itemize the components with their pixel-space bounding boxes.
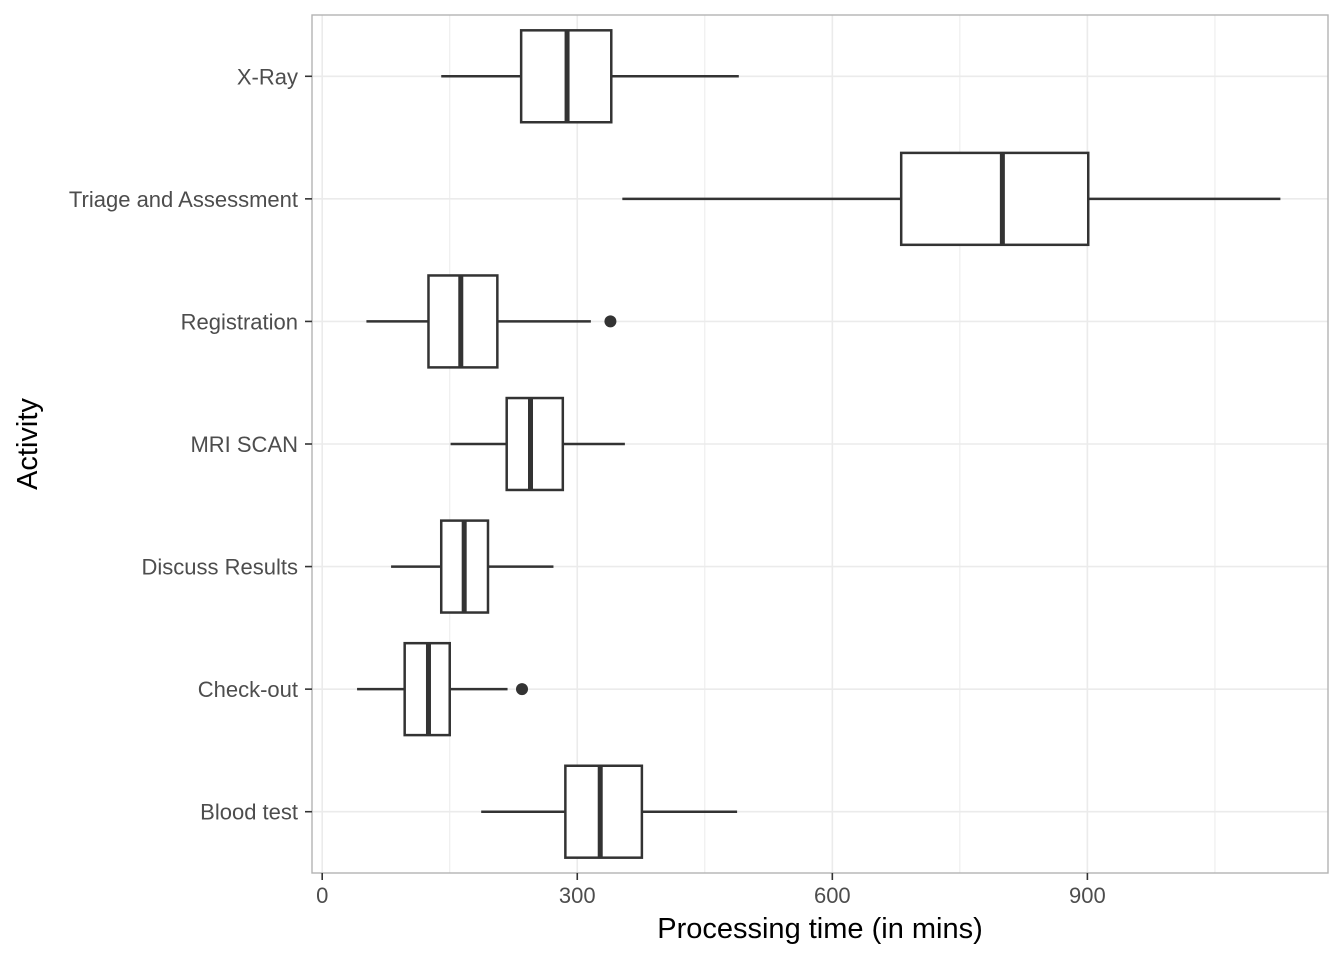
y-tick-label: MRI SCAN (190, 432, 298, 457)
x-tick-label: 300 (559, 883, 596, 908)
y-axis-title: Activity (12, 398, 44, 490)
y-tick-label: Blood test (200, 800, 298, 825)
box-triage-and-assessment (622, 151, 1281, 247)
x-axis-title: Processing time (in mins) (657, 913, 983, 945)
axis-layer: X-Ray Triage and Assessment Registration MR… (69, 64, 1106, 908)
box-check-out (357, 641, 529, 737)
box-iqr (564, 764, 644, 859)
box-mri-scan (450, 396, 625, 492)
y-tick-label: Registration (181, 309, 298, 334)
box-registration (366, 274, 617, 369)
outlier-point (516, 683, 529, 696)
box-iqr (899, 151, 1090, 247)
y-tick-label: Check-out (198, 677, 298, 702)
y-tick-label: X-Ray (237, 64, 298, 89)
box-blood-test (481, 764, 738, 859)
box-layer (357, 29, 1281, 859)
box-x-ray (441, 29, 739, 124)
x-tick-label: 600 (814, 883, 851, 908)
x-tick-label: 900 (1069, 883, 1106, 908)
x-tick-label: 0 (316, 883, 328, 908)
box-discuss-results (391, 519, 554, 614)
outlier-point (604, 315, 617, 328)
y-tick-label: Triage and Assessment (69, 187, 298, 212)
y-tick-label: Discuss Results (142, 555, 298, 580)
box-iqr (505, 396, 565, 492)
